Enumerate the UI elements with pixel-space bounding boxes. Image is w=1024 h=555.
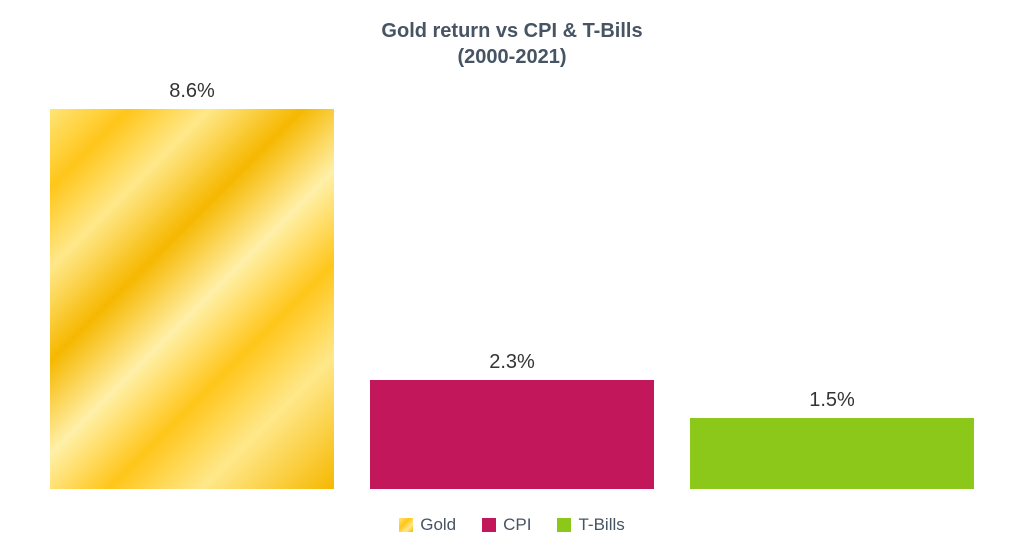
legend-item-gold: Gold [399, 515, 456, 535]
bar-cpi: 2.3% [370, 80, 654, 489]
legend-swatch-gold [399, 518, 413, 532]
chart-title: Gold return vs CPI & T-Bills (2000-2021) [40, 18, 984, 70]
legend-swatch-cpi [482, 518, 496, 532]
legend-item-cpi: CPI [482, 515, 531, 535]
chart-title-line2: (2000-2021) [40, 44, 984, 70]
legend-label: CPI [503, 515, 531, 535]
bar-rect-gold [50, 109, 334, 489]
legend: Gold CPI T-Bills [40, 515, 984, 535]
bar-rect-tbills [690, 418, 974, 489]
plot-area: 8.6% 2.3% 1.5% [40, 80, 984, 489]
bar-value-label: 2.3% [489, 351, 535, 374]
legend-label: Gold [420, 515, 456, 535]
bar-value-label: 1.5% [809, 389, 855, 412]
bar-chart: Gold return vs CPI & T-Bills (2000-2021)… [0, 0, 1024, 555]
legend-swatch-tbills [557, 518, 571, 532]
bar-rect-cpi [370, 380, 654, 489]
bar-gold: 8.6% [50, 80, 334, 489]
legend-label: T-Bills [578, 515, 624, 535]
bar-value-label: 8.6% [169, 80, 215, 103]
bar-tbills: 1.5% [690, 80, 974, 489]
chart-title-line1: Gold return vs CPI & T-Bills [40, 18, 984, 44]
legend-item-tbills: T-Bills [557, 515, 624, 535]
